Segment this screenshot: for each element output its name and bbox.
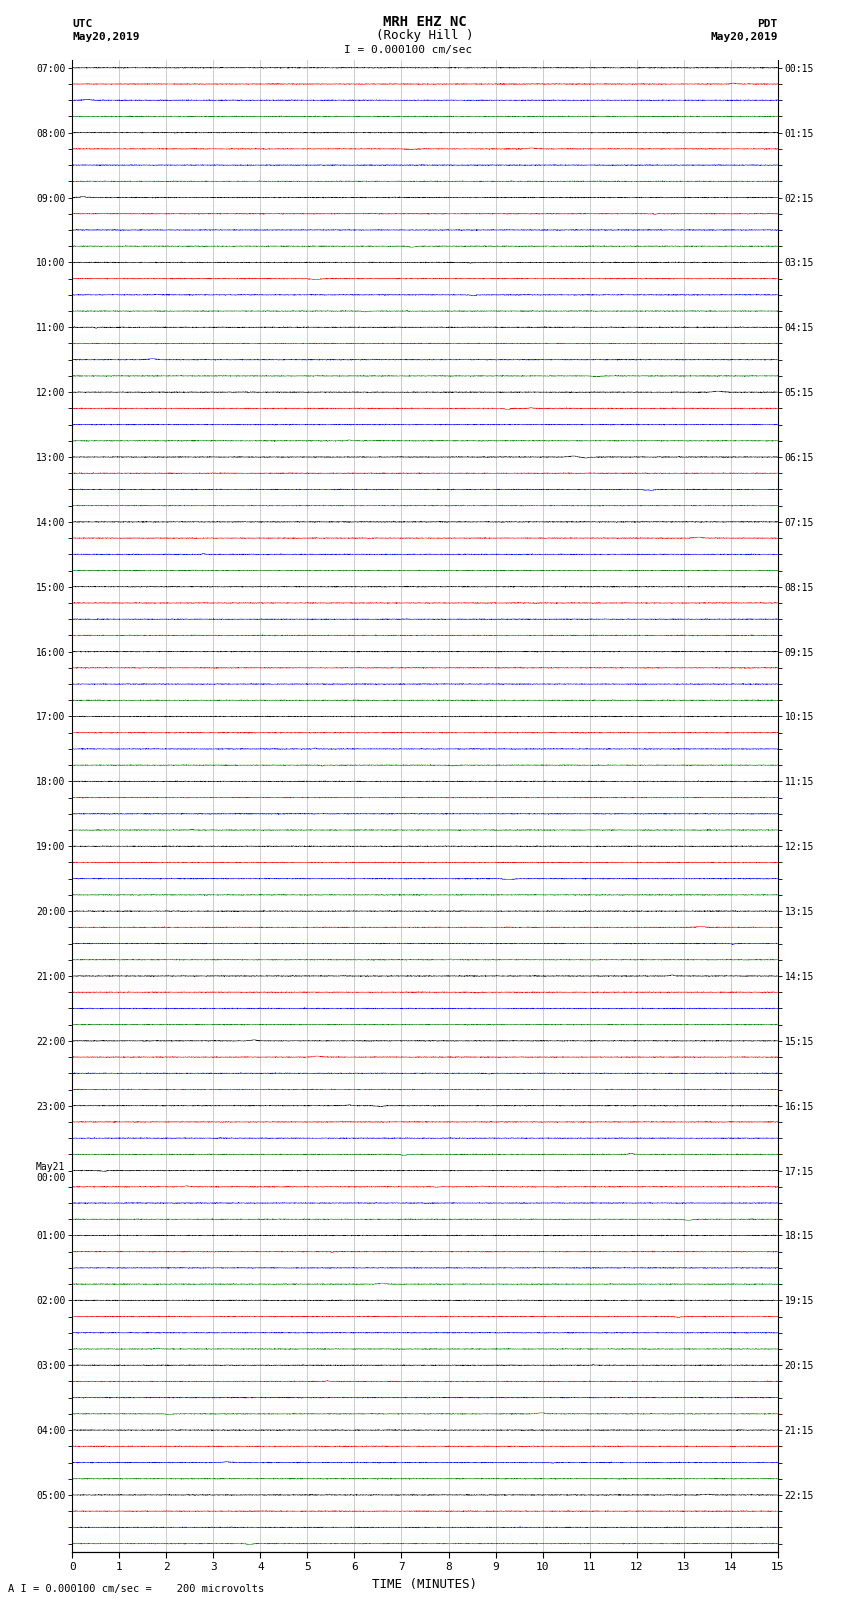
X-axis label: TIME (MINUTES): TIME (MINUTES)	[372, 1578, 478, 1590]
Text: UTC: UTC	[72, 19, 93, 29]
Text: A I = 0.000100 cm/sec =    200 microvolts: A I = 0.000100 cm/sec = 200 microvolts	[8, 1584, 264, 1594]
Text: MRH EHZ NC: MRH EHZ NC	[383, 15, 467, 29]
Text: I = 0.000100 cm/sec: I = 0.000100 cm/sec	[344, 45, 472, 55]
Text: PDT: PDT	[757, 19, 778, 29]
Text: (Rocky Hill ): (Rocky Hill )	[377, 29, 473, 42]
Text: May20,2019: May20,2019	[711, 32, 778, 42]
Text: May20,2019: May20,2019	[72, 32, 139, 42]
